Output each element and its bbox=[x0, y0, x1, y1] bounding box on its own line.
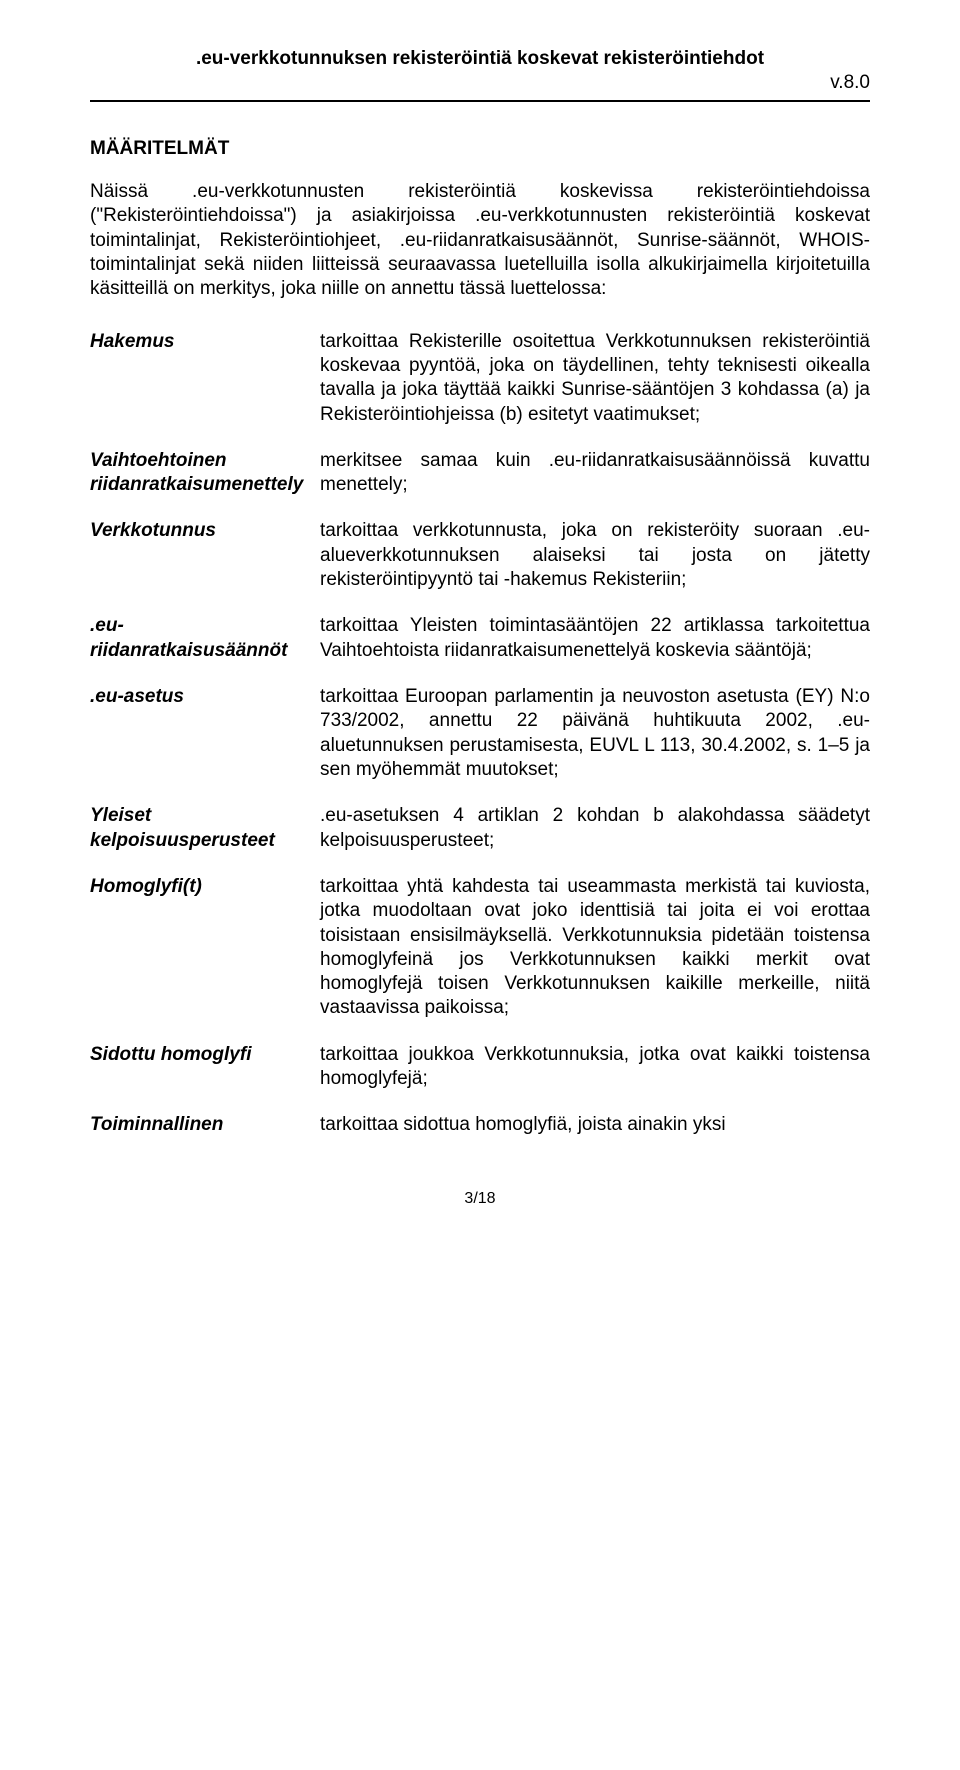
definition-row: Yleiset kelpoisuusperusteet .eu-asetukse… bbox=[90, 804, 870, 875]
definition-term: Yleiset kelpoisuusperusteet bbox=[90, 804, 320, 875]
definition-term: Toiminnallinen bbox=[90, 1113, 320, 1159]
definition-term: Verkkotunnus bbox=[90, 519, 320, 614]
header-title: .eu-verkkotunnuksen rekisteröintiä koske… bbox=[90, 48, 870, 70]
intro-paragraph: Näissä .eu-verkkotunnusten rekisteröinti… bbox=[90, 180, 870, 302]
section-title: MÄÄRITELMÄT bbox=[90, 138, 870, 160]
definition-term: Homoglyfi(t) bbox=[90, 875, 320, 1043]
definition-row: .eu-riidanratkaisusäännöt tarkoittaa Yle… bbox=[90, 614, 870, 685]
definition-description: tarkoittaa Euroopan parlamentin ja neuvo… bbox=[320, 685, 870, 804]
definition-description: tarkoittaa Yleisten toimintasääntöjen 22… bbox=[320, 614, 870, 685]
definition-description: tarkoittaa Rekisterille osoitettua Verkk… bbox=[320, 330, 870, 449]
definition-description: tarkoittaa verkkotunnusta, joka on rekis… bbox=[320, 519, 870, 614]
definition-term: .eu-asetus bbox=[90, 685, 320, 804]
page-number: 3/18 bbox=[90, 1190, 870, 1208]
definitions-list: Hakemus tarkoittaa Rekisterille osoitett… bbox=[90, 330, 870, 1160]
definition-term: Sidottu homoglyfi bbox=[90, 1043, 320, 1114]
definition-row: Vaihtoehtoinen riidanratkaisumenettely m… bbox=[90, 449, 870, 520]
definition-row: Verkkotunnus tarkoittaa verkkotunnusta, … bbox=[90, 519, 870, 614]
definition-description: merkitsee samaa kuin .eu-riidanratkaisus… bbox=[320, 449, 870, 520]
definition-row: Homoglyfi(t) tarkoittaa yhtä kahdesta ta… bbox=[90, 875, 870, 1043]
definition-row: .eu-asetus tarkoittaa Euroopan parlament… bbox=[90, 685, 870, 804]
definition-description: tarkoittaa joukkoa Verkkotunnuksia, jotk… bbox=[320, 1043, 870, 1114]
definition-description: tarkoittaa sidottua homoglyfiä, joista a… bbox=[320, 1113, 870, 1159]
definition-term: Vaihtoehtoinen riidanratkaisumenettely bbox=[90, 449, 320, 520]
document-page: .eu-verkkotunnuksen rekisteröintiä koske… bbox=[0, 0, 960, 1248]
header-version: v.8.0 bbox=[90, 72, 870, 94]
definition-row: Toiminnallinen tarkoittaa sidottua homog… bbox=[90, 1113, 870, 1159]
definition-description: .eu-asetuksen 4 artiklan 2 kohdan b alak… bbox=[320, 804, 870, 875]
header-rule bbox=[90, 100, 870, 102]
definition-row: Sidottu homoglyfi tarkoittaa joukkoa Ver… bbox=[90, 1043, 870, 1114]
definition-description: tarkoittaa yhtä kahdesta tai useammasta … bbox=[320, 875, 870, 1043]
definition-term: Hakemus bbox=[90, 330, 320, 449]
definition-term: .eu-riidanratkaisusäännöt bbox=[90, 614, 320, 685]
definition-row: Hakemus tarkoittaa Rekisterille osoitett… bbox=[90, 330, 870, 449]
